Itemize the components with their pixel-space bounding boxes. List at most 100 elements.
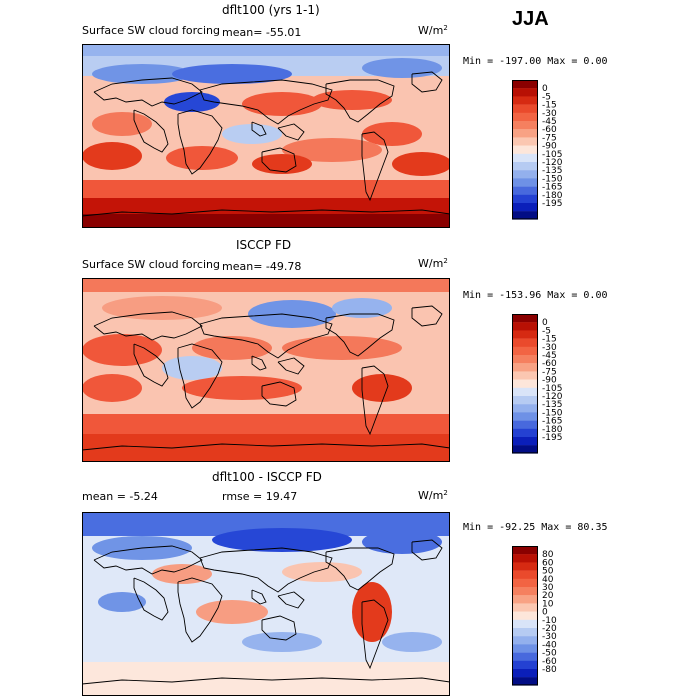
colorbar-2-label-6: -60 [542,359,557,369]
panel-2-subtitle: Surface SW cloud forcing [82,258,220,271]
panel-3-mean: mean = -5.24 [82,490,158,503]
colorbar-3-label-7: 10 [542,599,554,609]
colorbar-2-swatch-7 [512,363,538,372]
map-1-blob-3 [362,58,442,78]
colorbar-3-label-6: 20 [542,591,554,601]
coastline-2-1 [93,311,203,341]
colorbar-2-label-3: -15 [542,335,557,345]
coastline-3-9 [361,599,389,670]
coastline-1-8 [325,79,395,123]
map-1-blob-11 [166,146,238,170]
colorbar-1-swatch-4 [512,104,538,113]
map-3-blob-4 [152,564,212,584]
colorbar-1-label-1: 0 [542,84,548,94]
colorbar-3-swatch-14 [512,652,538,661]
colorbar-2-swatch-2 [512,322,538,331]
colorbar-3-label-2: 60 [542,558,554,568]
colorbar-1-label-11: -135 [542,166,562,176]
map-2-blob-7 [162,356,222,380]
panel-3-units: W/m2 [418,489,448,502]
colorbar-3-label-15: -80 [542,665,557,675]
colorbar-2-label-4: -30 [542,343,557,353]
coastline-2-9 [361,365,389,436]
colorbar-1-swatch-14 [512,186,538,195]
colorbar-2-label-1: 0 [542,318,548,328]
colorbar-1-swatch-11 [512,162,538,171]
colorbar-2-swatch-9 [512,379,538,388]
colorbar-1-swatch-9 [512,145,538,154]
panel-2-minmax: Min = -153.96 Max = 0.00 [463,290,608,301]
coastline-2-6 [277,357,305,375]
panel-1-units: W/m2 [418,24,448,37]
panel-3-map [82,512,450,696]
colorbar-1-label-8: -90 [542,142,557,152]
colorbar-2-swatch-8 [512,371,538,380]
colorbar-2-swatch-14 [512,420,538,429]
map-3-blob-8 [352,582,392,642]
coastline-2-3 [177,343,223,409]
panel-2-title: ISCCP FD [236,238,292,252]
map-3-blob-9 [242,632,322,652]
colorbar-1-label-3: -15 [542,101,557,111]
panel-3-rmse: rmse = 19.47 [222,490,298,503]
map-3-frame [82,512,450,696]
colorbar-3-swatch-12 [512,636,538,645]
colorbar-2-label-13: -165 [542,417,562,427]
map-2-blob-1 [102,296,222,320]
colorbar-2-label-12: -150 [542,408,563,418]
map-2-blob-4 [82,334,162,366]
colorbar-1-swatch-10 [512,153,538,163]
coastline-3-6 [277,591,305,609]
map-1-blob-6 [312,90,392,110]
colorbar-1-label-7: -75 [542,133,557,143]
panel-2-map [82,278,450,462]
colorbar-1-swatch-1 [512,80,538,89]
map-1-south-band-2 [82,198,450,214]
map-3-blob-5 [282,562,362,582]
colorbar-2-swatch-10 [512,387,538,397]
colorbar-3-label-8: 0 [542,608,548,618]
panel-3-minmax: Min = -92.25 Max = 80.35 [463,522,608,533]
colorbar-3-swatch-9 [512,611,538,620]
colorbar-2-label-8: -90 [542,376,557,386]
colorbar-3-swatch-1 [512,546,538,555]
colorbar-1-label-2: -5 [542,92,551,102]
map-1-blob-13 [252,154,312,174]
coastline-1-6 [277,123,305,141]
colorbar-2-label-11: -135 [542,400,562,410]
coastline-1-10 [411,71,443,93]
coastline-1-2 [133,109,169,153]
colorbar-3-label-13: -50 [542,649,557,659]
panel-2-colorbar: 0-5-15-30-45-60-75-90-105-120-135-150-16… [512,314,563,454]
colorbar-1-swatch-5 [512,112,538,122]
colorbar-2-label-14: -180 [542,425,563,435]
coastline-1-1 [93,77,203,107]
map-1-blob-1 [92,64,192,84]
colorbar-1-swatch-12 [512,170,538,179]
colorbar-2-swatch-16 [512,437,538,446]
colorbar-2-swatch-3 [512,330,538,339]
map-3-blob-3 [362,530,442,554]
coastline-2-7 [261,381,297,407]
map-2-field [82,278,450,462]
colorbar-1-swatch-6 [512,121,538,130]
colorbar-1-label-14: -180 [542,191,563,201]
map-2-blob-5 [192,336,272,360]
colorbar-3-swatch-15 [512,660,538,670]
colorbar-1-swatch-7 [512,129,538,138]
coastline-2-10 [411,305,443,327]
map-1-antarctic-band [82,214,450,228]
colorbar-2-swatch-12 [512,404,538,413]
coastline-3-7 [261,615,297,641]
colorbar-2-swatch-15 [512,428,538,438]
map-2-blob-10 [352,374,412,402]
colorbar-1-label-15: -195 [542,199,562,209]
colorbar-3-swatch-5 [512,578,538,588]
colorbar-1-swatch-8 [512,137,538,146]
map-3-blob-6 [98,592,146,612]
map-1-frame [82,44,450,228]
panel-1-map [82,44,450,228]
coastline-2-2 [133,343,169,387]
panel-2-units: W/m2 [418,257,448,270]
